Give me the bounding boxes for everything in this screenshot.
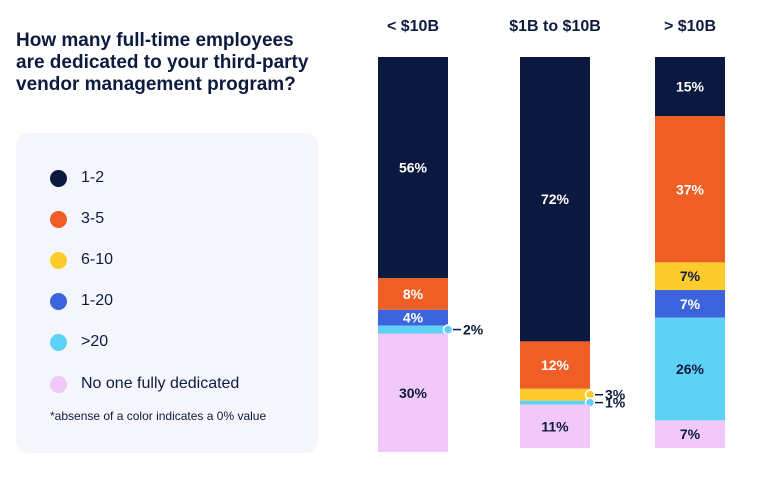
bar-segment xyxy=(520,341,590,389)
segment-value-label: 72% xyxy=(541,191,570,207)
legend-label: 1-20 xyxy=(81,292,114,309)
legend-label: 3-5 xyxy=(81,210,105,227)
segment-value-label: 30% xyxy=(399,385,428,401)
bar-segment xyxy=(520,57,590,342)
chart-question-title: How many full-time employees are dedicat… xyxy=(16,30,346,96)
question-line-1: How many full-time employees xyxy=(16,30,294,51)
legend-label: >20 xyxy=(81,333,109,350)
callout-dot xyxy=(442,324,454,335)
legend-item-over-20: >20 xyxy=(50,331,108,353)
legend-swatch xyxy=(50,333,67,351)
legend-swatch xyxy=(50,292,67,310)
legend-item-3-5: 3-5 xyxy=(50,208,104,230)
segment-value-label: 7% xyxy=(680,296,701,312)
segment-value-label: 7% xyxy=(680,426,701,442)
legend-label: 1-2 xyxy=(81,169,105,186)
segment-value-label: 11% xyxy=(541,418,569,434)
legend-item-1-20: 1-20 xyxy=(50,290,113,312)
bar-segment xyxy=(378,325,448,334)
legend-label: 6-10 xyxy=(81,251,114,268)
bar-segment xyxy=(520,388,590,401)
bar-segment xyxy=(655,262,725,291)
legend-swatch xyxy=(50,169,67,187)
legend-footnote: *absense of a color indicates a 0% value xyxy=(50,409,267,423)
column-title: > $10B xyxy=(664,18,716,35)
legend-swatch xyxy=(50,375,67,393)
segment-value-label: 7% xyxy=(680,268,701,284)
column-title: $1B to $10B xyxy=(509,18,601,35)
column-title: < $10B xyxy=(387,18,439,35)
segment-value-label: 4% xyxy=(403,310,424,326)
bar-segment xyxy=(520,404,590,449)
legend-item-1-2: 1-2 xyxy=(50,167,104,189)
bar-segment xyxy=(378,57,448,279)
bar-segment xyxy=(520,400,590,405)
question-line-3: vendor management program? xyxy=(16,74,296,95)
callout-value-label: 1% xyxy=(605,395,626,411)
question-line-2: are dedicated to your third-party xyxy=(16,52,309,73)
legend-item-6-10: 6-10 xyxy=(50,249,113,271)
segment-value-label: 56% xyxy=(399,160,428,176)
callout-value-label: 2% xyxy=(463,322,484,338)
bar-segment xyxy=(655,116,725,263)
bar-segment xyxy=(655,57,725,117)
bar-segment xyxy=(378,278,448,310)
bar-segment xyxy=(655,420,725,449)
callout-value-label: 3% xyxy=(605,387,626,403)
legend-label: No one fully dedicated xyxy=(81,375,240,392)
segment-value-label: 26% xyxy=(676,361,705,377)
legend-item-no-one: No one fully dedicated xyxy=(50,373,239,395)
bar-segment xyxy=(655,317,725,421)
legend-swatch xyxy=(50,210,67,228)
segment-value-label: 8% xyxy=(403,286,424,302)
segment-value-label: 12% xyxy=(541,357,570,373)
legend-panel: 1-2 3-5 6-10 1-20 >20 No one fully dedic… xyxy=(16,133,318,453)
bar-segment xyxy=(655,290,725,318)
segment-value-label: 15% xyxy=(676,79,705,95)
legend-swatch xyxy=(50,251,67,269)
bar-segment xyxy=(378,333,448,452)
bar-segment xyxy=(378,309,448,326)
segment-value-label: 37% xyxy=(676,181,705,197)
